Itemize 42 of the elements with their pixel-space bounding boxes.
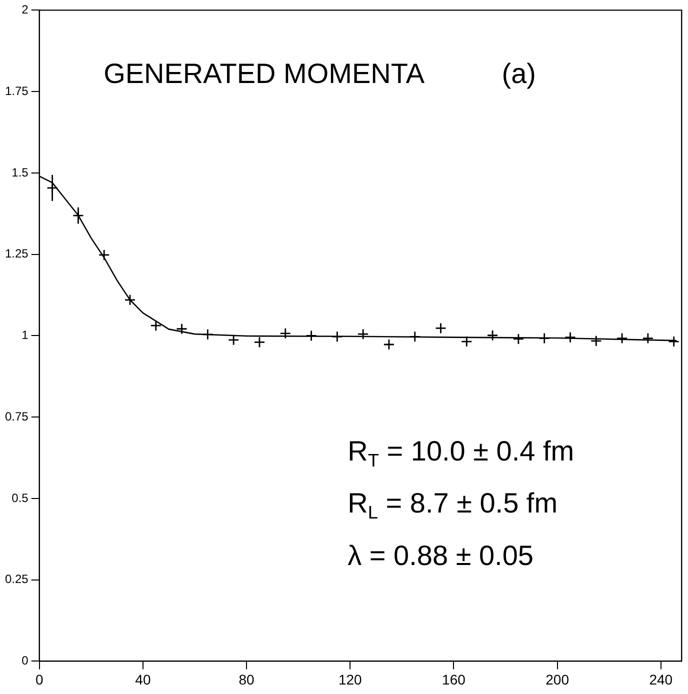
point	[668, 336, 680, 348]
y-tick-label: 1.75	[4, 84, 29, 98]
x-tick-label: 240	[649, 671, 673, 688]
x-tick-label: 40	[135, 671, 151, 688]
point	[150, 320, 162, 332]
annotation: λ = 0.88 ± 0.05	[348, 540, 534, 571]
point	[460, 336, 472, 348]
point	[486, 330, 498, 342]
annotation: (a)	[502, 58, 536, 90]
y-tick-label: 2	[22, 2, 29, 17]
point	[228, 334, 240, 346]
point	[357, 328, 369, 340]
point	[409, 330, 421, 342]
annotation: GENERATED MOMENTA	[104, 58, 425, 90]
point	[124, 294, 136, 306]
x-tick-label: 80	[238, 671, 255, 688]
y-tick-label: 0.75	[4, 409, 29, 424]
y-tick-label: 1	[22, 328, 29, 342]
y-tick-label: 1.5	[12, 165, 29, 180]
y-tick-label: 1.25	[4, 246, 29, 261]
x-tick-label: 160	[442, 671, 466, 688]
x-tick-label: 0	[35, 671, 44, 688]
point	[616, 332, 628, 344]
point	[176, 323, 188, 335]
y-tick-label: 0.25	[4, 572, 29, 586]
point	[564, 332, 576, 344]
point	[435, 322, 446, 334]
point	[280, 328, 292, 340]
point	[98, 249, 110, 261]
point	[254, 336, 266, 348]
x-tick-label: 120	[338, 671, 362, 688]
y-tick-label: 0	[22, 654, 29, 668]
point	[590, 335, 602, 347]
point	[512, 333, 524, 345]
point	[306, 330, 317, 342]
point	[331, 330, 343, 342]
y-tick-label: 0.5	[12, 490, 29, 505]
point	[202, 328, 214, 340]
point	[538, 332, 550, 344]
x-tick-label: 200	[546, 671, 570, 688]
point	[383, 338, 395, 350]
point	[642, 332, 654, 344]
